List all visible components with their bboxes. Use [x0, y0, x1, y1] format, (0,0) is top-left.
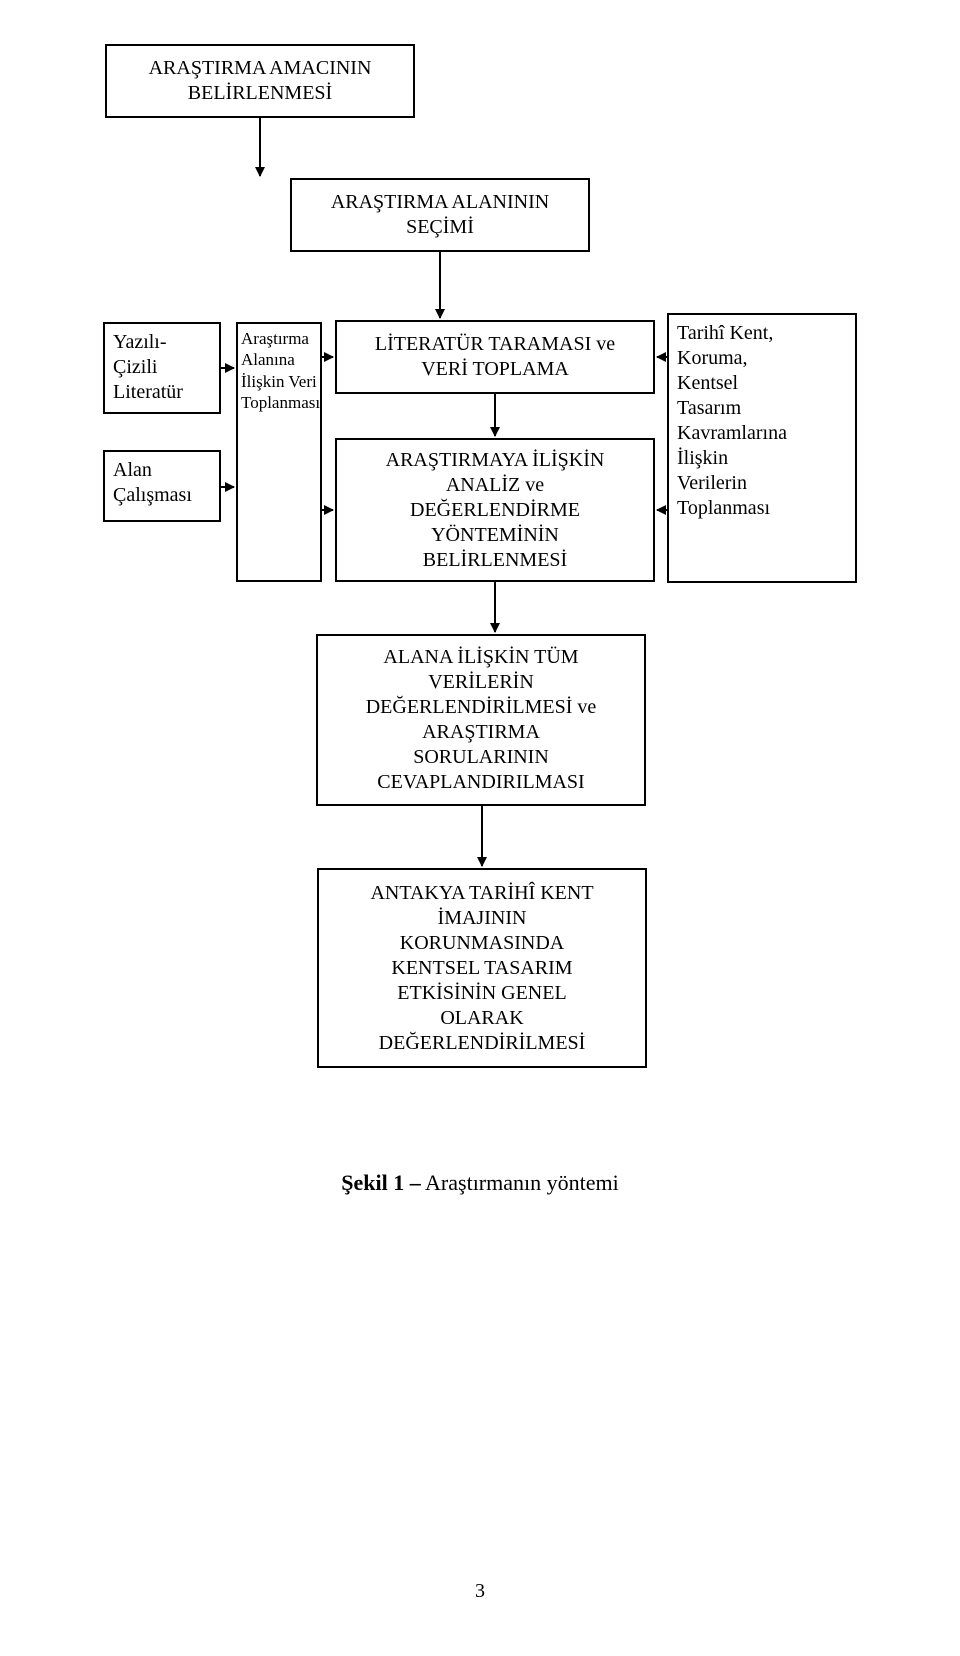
node-n3: LİTERATÜR TARAMASI veVERİ TOPLAMA [335, 320, 655, 394]
node-label: Yazılı-ÇiziliLiteratür [113, 330, 183, 405]
page-number-value: 3 [475, 1580, 485, 1602]
node-n8: Tarihî Kent,Koruma,KentselTasarımKavraml… [667, 313, 857, 583]
node-label: AraştırmaAlanınaİlişkin VeriToplanması [241, 328, 320, 413]
node-label: ANTAKYA TARİHÎ KENTİMAJININKORUNMASINDAK… [370, 881, 593, 1056]
node-n1: ARAŞTIRMA AMACININBELİRLENMESİ [105, 44, 415, 118]
page-number: 3 [0, 1580, 960, 1603]
node-label: ALANA İLİŞKİN TÜMVERİLERİNDEĞERLENDİRİLM… [366, 645, 597, 795]
node-label: ARAŞTIRMA ALANININSEÇİMİ [331, 190, 549, 240]
node-n9: ALANA İLİŞKİN TÜMVERİLERİNDEĞERLENDİRİLM… [316, 634, 646, 806]
node-n2: ARAŞTIRMA ALANININSEÇİMİ [290, 178, 590, 252]
node-label: Tarihî Kent,Koruma,KentselTasarımKavraml… [677, 321, 787, 521]
node-n5: Yazılı-ÇiziliLiteratür [103, 322, 221, 414]
node-n4: ARAŞTIRMAYA İLİŞKİNANALİZ veDEĞERLENDİRM… [335, 438, 655, 582]
node-n6: AlanÇalışması [103, 450, 221, 522]
node-n7: AraştırmaAlanınaİlişkin VeriToplanması [236, 322, 322, 582]
node-label: ARAŞTIRMA AMACININBELİRLENMESİ [149, 56, 372, 106]
caption-rest: Araştırmanın yöntemi [421, 1170, 619, 1195]
node-label: AlanÇalışması [113, 458, 192, 508]
node-label: LİTERATÜR TARAMASI veVERİ TOPLAMA [375, 332, 615, 382]
figure-caption: Şekil 1 – Araştırmanın yöntemi [0, 1170, 960, 1196]
caption-prefix: Şekil 1 – [341, 1170, 420, 1195]
node-label: ARAŞTIRMAYA İLİŞKİNANALİZ veDEĞERLENDİRM… [386, 448, 605, 573]
node-n10: ANTAKYA TARİHÎ KENTİMAJININKORUNMASINDAK… [317, 868, 647, 1068]
